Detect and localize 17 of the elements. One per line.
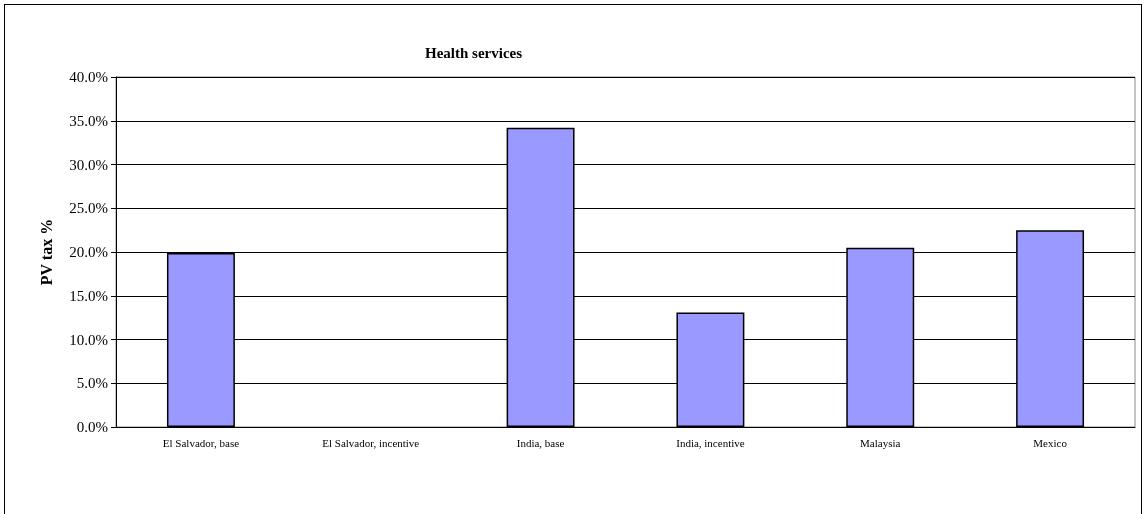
x-tick-label: Mexico	[1033, 436, 1068, 449]
y-tick-label: 0.0%	[76, 419, 108, 435]
y-tick-label: 15.0%	[69, 287, 108, 304]
y-tick-label: 30.0%	[69, 156, 108, 173]
chart-title: Health services	[425, 44, 523, 61]
y-tick-label: 20.0%	[69, 244, 108, 260]
y-tick-label: 5.0%	[76, 375, 108, 392]
y-tick-label: 10.0%	[69, 331, 108, 348]
x-tick-label: India, base	[516, 436, 565, 449]
x-tick-label: India, incentive	[676, 436, 745, 449]
x-tick-label: El Salvador, incentive	[322, 436, 420, 449]
x-tick-label: El Salvador, base	[162, 436, 240, 449]
y-tick-label: 40.0%	[69, 69, 108, 85]
y-tick-label: 25.0%	[69, 200, 108, 217]
y-tick-label: 35.0%	[69, 112, 108, 129]
x-tick-label: Malaysia	[860, 436, 901, 449]
y-axis-title: PV tax %	[37, 218, 55, 286]
